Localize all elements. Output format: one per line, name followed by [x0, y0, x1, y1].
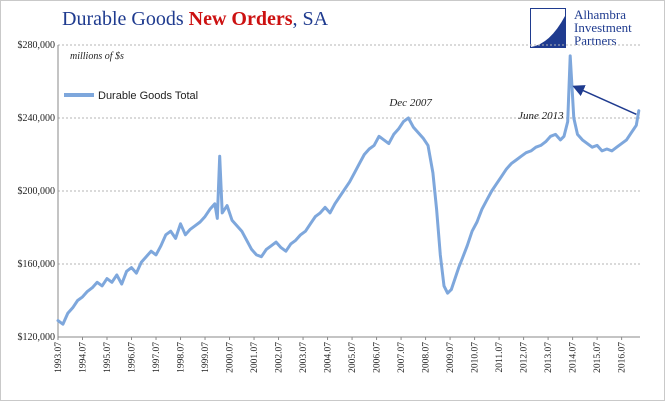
x-tick-label: 2010.07 [471, 342, 481, 373]
x-tick-label: 2014.07 [569, 342, 579, 373]
x-tick-label: 2009.07 [446, 342, 456, 373]
y-tick-labels: $120,000 $160,000 $200,000 $240,000 $280,000 [18, 40, 56, 343]
x-tick-label: 2001.07 [250, 342, 260, 373]
x-tick-label: 1995.07 [103, 342, 113, 373]
logo-text: Alhambra Investment Partners [574, 8, 632, 47]
x-tick-label: 2003.07 [299, 342, 309, 373]
y-tick-label: $280,000 [18, 40, 56, 51]
x-tick-label: 1996.07 [128, 342, 138, 373]
x-tick-label: 1993.07 [54, 342, 64, 373]
x-tick-labels: 1993.07 1994.07 1995.07 1996.07 1997.07 1998.… [54, 337, 628, 373]
series-line-durable-goods-total [56, 54, 641, 326]
logo: Alhambra Investment Partners [530, 8, 660, 58]
x-tick-label: 2011.07 [495, 342, 505, 373]
y-tick-label: $240,000 [18, 113, 56, 124]
annotation-dec-2007: Dec 2007 [388, 97, 432, 109]
x-tick-label: 2002.07 [275, 342, 285, 373]
legend-label: Durable Goods Total [98, 90, 198, 102]
x-tick-label: 1998.07 [177, 342, 187, 373]
annotation-june-2013: June 2013 [518, 110, 564, 122]
y-tick-label: $200,000 [18, 186, 56, 197]
logo-mark [530, 8, 566, 48]
logo-line-3: Partners [574, 33, 617, 48]
x-tick-label: 2007.07 [397, 342, 407, 373]
annotation-arrow [572, 85, 637, 116]
x-tick-label: 1994.07 [79, 342, 89, 373]
title-part-3: , SA [292, 8, 329, 30]
x-tick-label: 2000.07 [226, 342, 236, 373]
title-part-2: New Orders [188, 8, 293, 30]
y-tick-label: $160,000 [18, 259, 56, 270]
x-tick-label: 2016.07 [618, 342, 628, 373]
x-tick-label: 1997.07 [152, 342, 162, 373]
x-tick-label: 2008.07 [422, 342, 432, 373]
title-part-1: Durable Goods [62, 8, 189, 30]
x-tick-label: 1999.07 [201, 342, 211, 373]
x-tick-label: 2015.07 [593, 342, 603, 373]
x-tick-label: 2004.07 [324, 342, 334, 373]
legend: Durable Goods Total [64, 90, 198, 102]
grid-lines [58, 44, 640, 265]
x-tick-label: 2013.07 [544, 342, 554, 373]
logo-line-2: Investment [574, 20, 632, 35]
x-tick-label: 2005.07 [348, 342, 358, 373]
x-tick-label: 2012.07 [520, 342, 530, 373]
y-tick-label: $120,000 [18, 332, 56, 343]
logo-line-1: Alhambra [574, 7, 626, 22]
units-label: millions of $s [70, 51, 124, 62]
chart-title: Durable Goods New Orders, SA [62, 8, 328, 31]
x-tick-label: 2006.07 [373, 342, 383, 373]
